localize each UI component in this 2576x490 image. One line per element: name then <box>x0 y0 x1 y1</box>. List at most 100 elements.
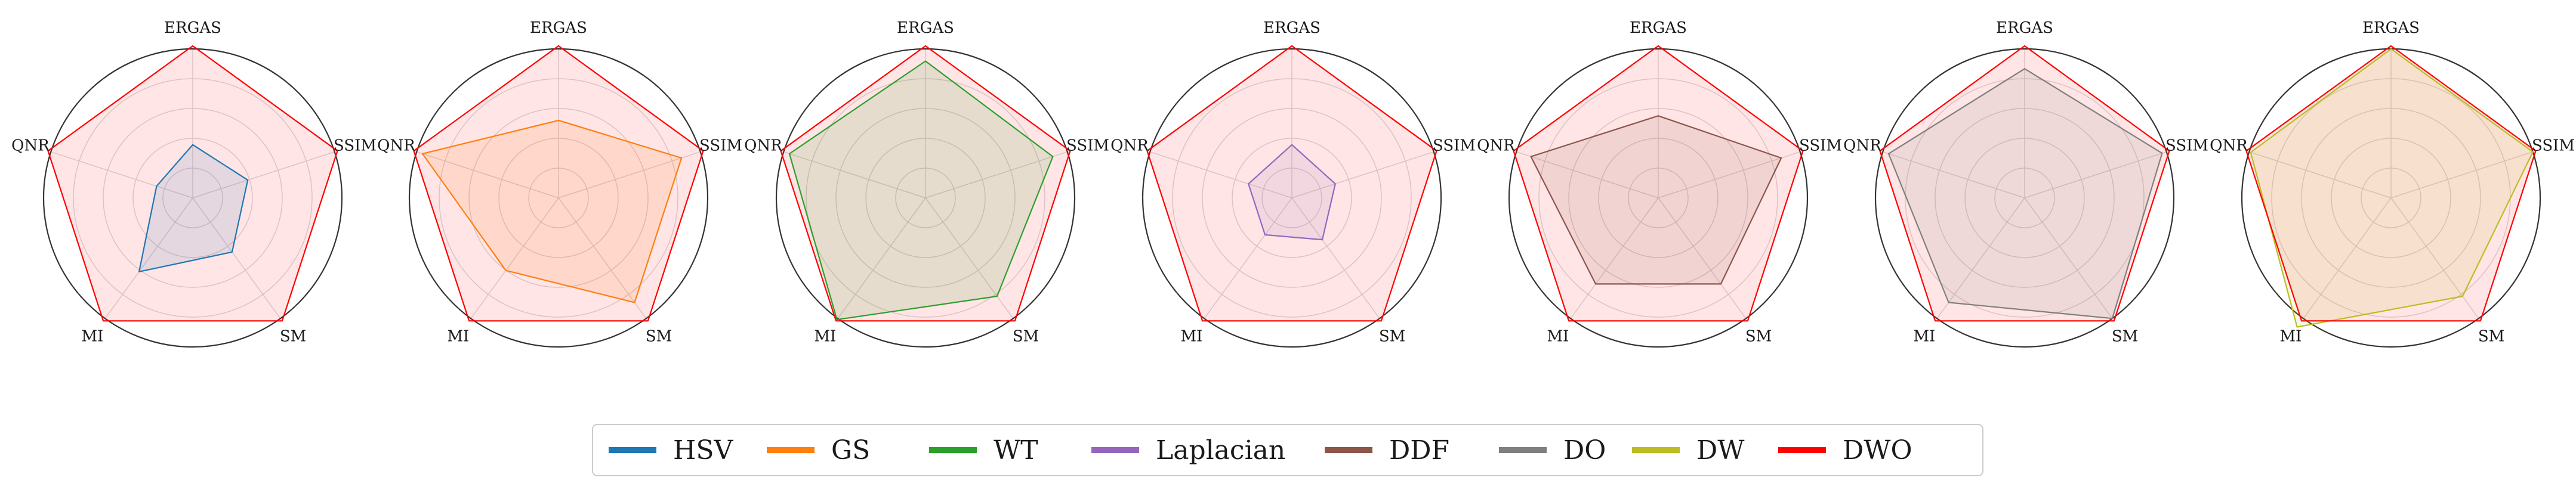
axis-label-mi: MI <box>1180 327 1202 345</box>
grid-spoke <box>2248 151 2392 199</box>
series-fill-laplacian <box>1248 144 1335 240</box>
axis-label-mi: MI <box>2279 327 2302 345</box>
axis-label-mi: MI <box>81 327 103 345</box>
grid-spoke <box>1149 151 1292 199</box>
grid-spoke <box>1882 151 2025 199</box>
legend-item-wt: WT <box>929 435 1038 466</box>
outer-ring <box>1874 48 2175 348</box>
legend: HSV GS WT Laplacian DDF DO DW DWO <box>592 424 1983 476</box>
axis-label-ergas: ERGAS <box>1996 19 2053 37</box>
series-line-dwo <box>2245 45 2537 322</box>
legend-frame <box>592 424 1983 476</box>
radar-chart-wt: ERGAS SSIM SM MI QNR <box>744 19 1109 348</box>
axis-label-mi: MI <box>814 327 836 345</box>
legend-label: DWO <box>1843 435 1912 466</box>
series-line-dwo <box>1879 45 2170 322</box>
series-fill-dwo <box>1147 46 1437 321</box>
axis-label-qnr: QNR <box>744 137 783 155</box>
legend-item-laplacian: Laplacian <box>1091 435 1285 466</box>
legend-label: DO <box>1563 435 1606 466</box>
axis-label-qnr: QNR <box>11 137 50 155</box>
axis-label-qnr: QNR <box>377 137 416 155</box>
legend-label: HSV <box>673 435 734 466</box>
legend-label: Laplacian <box>1156 435 1285 466</box>
grid-spoke <box>50 151 193 199</box>
series-fill-dwo <box>2246 46 2536 321</box>
outer-ring <box>1508 48 1809 348</box>
series-line-ddf <box>1530 115 1782 285</box>
axis-label-ssim: SSIM <box>1433 137 1476 155</box>
axis-label-mi: MI <box>1913 327 1935 345</box>
grid-spoke <box>192 197 281 319</box>
grid-spoke <box>837 197 926 319</box>
axis-label-qnr: QNR <box>1843 137 1882 155</box>
axis-label-qnr: QNR <box>2210 137 2248 155</box>
outer-ring <box>408 48 709 348</box>
grid-spoke <box>2024 151 2167 199</box>
series-line-dwo <box>1513 45 1804 322</box>
grid-spoke <box>925 151 1068 199</box>
axis-label-ergas: ERGAS <box>897 19 954 37</box>
axis-label-ssim: SSIM <box>1799 137 1842 155</box>
series-fill-dwo <box>414 46 704 321</box>
axis-label-ssim: SSIM <box>2532 137 2575 155</box>
radar-charts: ERGAS SSIM SM MI QNR ERGAS SSIM SM MI QNR ERGAS SSI… <box>11 19 2575 348</box>
axis-label-mi: MI <box>1547 327 1569 345</box>
legend-item-do: DO <box>1499 435 1606 466</box>
legend-label: DDF <box>1389 435 1449 466</box>
series-line-dw <box>2250 48 2534 328</box>
axis-label-ergas: ERGAS <box>1263 19 1321 37</box>
legend-label: GS <box>831 435 870 466</box>
legend-item-ddf: DDF <box>1325 435 1449 466</box>
outer-ring <box>42 48 343 348</box>
series-line-do <box>1887 68 2163 320</box>
grid-spoke <box>925 197 1014 319</box>
radar-chart-dw: ERGAS SSIM SM MI QNR <box>2210 19 2575 348</box>
grid-spoke <box>2390 151 2534 199</box>
grid-spoke <box>470 197 559 319</box>
radar-chart-laplacian: ERGAS SSIM SM MI QNR <box>1110 19 1476 348</box>
axis-label-qnr: QNR <box>1477 137 1516 155</box>
grid-spoke <box>558 151 701 199</box>
series-fill-hsv <box>139 144 248 272</box>
grid-spoke <box>1204 197 1292 319</box>
legend-item-dw: DW <box>1632 435 1745 466</box>
grid-spoke <box>558 197 647 319</box>
grid-spoke <box>1658 151 1801 199</box>
axis-label-ssim: SSIM <box>334 137 377 155</box>
axis-label-ergas: ERGAS <box>164 19 221 37</box>
axis-label-mi: MI <box>447 327 469 345</box>
series-line-laplacian <box>1248 144 1336 241</box>
axis-label-qnr: QNR <box>1110 137 1149 155</box>
radar-chart-do: ERGAS SSIM SM MI QNR <box>1843 19 2208 348</box>
grid-spoke <box>1658 197 1747 319</box>
axis-label-sm: SM <box>1013 327 1039 345</box>
axis-label-ssim: SSIM <box>699 137 742 155</box>
series-fill-ddf <box>1531 116 1782 284</box>
series-line-dwo <box>1146 45 1437 322</box>
grid-spoke <box>1570 197 1659 319</box>
grid-spoke <box>1291 197 1380 319</box>
grid-spoke <box>1291 151 1434 199</box>
axis-label-sm: SM <box>646 327 672 345</box>
grid-spoke <box>2390 197 2479 319</box>
series-fill-gs <box>422 120 682 303</box>
grid-spoke <box>2303 197 2392 319</box>
legend-label: WT <box>994 435 1038 466</box>
series-fill-dw <box>2250 49 2533 327</box>
axis-label-sm: SM <box>1379 327 1405 345</box>
legend-items: HSV GS WT Laplacian DDF DO DW DWO <box>609 435 1912 466</box>
legend-item-hsv: HSV <box>609 435 734 466</box>
legend-item-gs: GS <box>767 435 870 466</box>
series-fill-dwo <box>1513 46 1803 321</box>
radar-chart-gs: ERGAS SSIM SM MI QNR <box>377 19 742 348</box>
radar-chart-ddf: ERGAS SSIM SM MI QNR <box>1477 19 1842 348</box>
series-line-wt <box>788 60 1054 321</box>
grid-spoke <box>1936 197 2025 319</box>
axis-label-sm: SM <box>2112 327 2138 345</box>
legend-label: DW <box>1696 435 1745 466</box>
series-line-dwo <box>780 45 1071 322</box>
legend-item-dwo: DWO <box>1778 435 1912 466</box>
radar-chart-hsv: ERGAS SSIM SM MI QNR <box>11 19 377 348</box>
